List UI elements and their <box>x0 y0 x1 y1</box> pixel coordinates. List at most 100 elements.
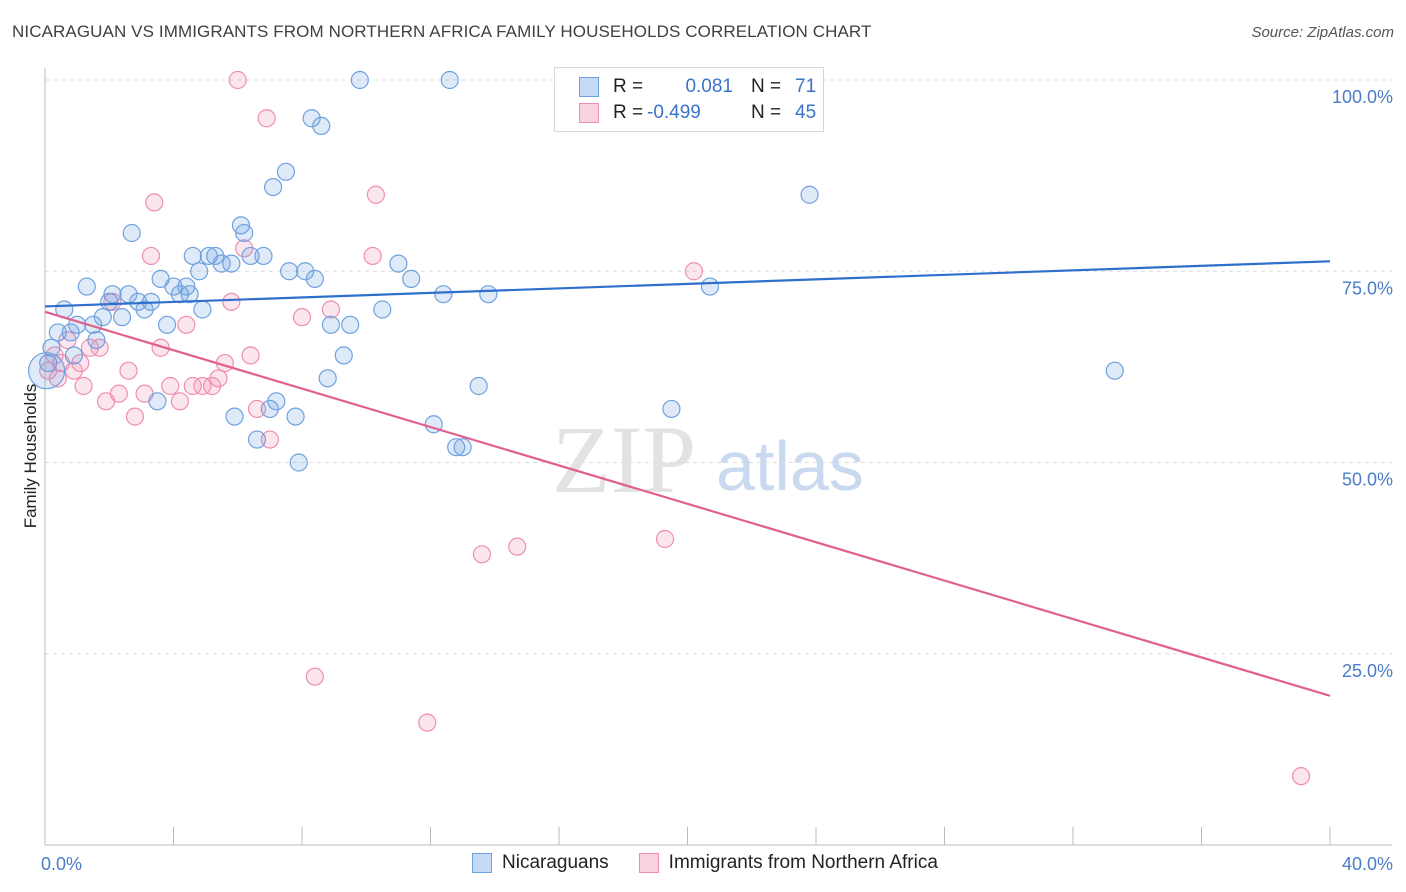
legend-r-value: -0.499 <box>647 102 701 123</box>
data-point-nicaraguans <box>289 453 308 472</box>
data-point-northern-africa <box>177 315 196 334</box>
x-tick-label: 0.0% <box>41 854 82 874</box>
watermark-atlas: atlas <box>716 427 864 505</box>
data-point-nicaraguans <box>112 308 132 327</box>
watermark: ZIP atlas <box>552 406 864 513</box>
data-point-northern-africa <box>418 713 437 732</box>
tick-labels: 100.0% 75.0% 50.0% 25.0% 0.0% 40.0% <box>41 87 1393 874</box>
data-point-northern-africa <box>260 430 279 449</box>
legend-label-nicaraguans: Nicaraguans <box>502 852 609 873</box>
data-point-northern-africa <box>170 392 190 411</box>
legend-swatch-blue <box>579 77 599 97</box>
data-point-nicaraguans <box>296 262 315 281</box>
data-point-nicaraguans <box>103 285 122 304</box>
data-point-nicaraguans <box>302 109 321 128</box>
data-point-nicaraguans <box>87 331 106 350</box>
data-point-northern-africa <box>1291 767 1311 786</box>
trend-lines <box>44 260 1331 697</box>
y-tick-label: 25.0% <box>1342 661 1393 681</box>
data-point-nicaraguans <box>350 70 369 90</box>
data-point-nicaraguans <box>318 369 337 388</box>
data-point-nicaraguans <box>286 407 305 426</box>
data-point-nicaraguans <box>193 300 212 319</box>
data-point-nicaraguans <box>662 399 681 419</box>
data-point-northern-africa <box>472 545 491 564</box>
data-point-nicaraguans <box>305 269 324 288</box>
y-tick-label: 100.0% <box>1332 87 1393 107</box>
data-point-nicaraguans <box>469 376 488 396</box>
legend-n-value: 45 <box>795 102 817 123</box>
trend-line-nicaraguans <box>44 260 1331 308</box>
legend-swatch-northern-africa <box>638 853 659 873</box>
legend-label-northern-africa: Immigrants from Northern Africa <box>668 852 938 873</box>
chart-title: NICARAGUAN VS IMMIGRANTS FROM NORTHERN A… <box>12 22 872 41</box>
data-point-nicaraguans <box>122 223 141 243</box>
data-point-nicaraguans <box>157 315 177 334</box>
legend-n-value: 71 <box>795 76 817 97</box>
data-point-nicaraguans <box>263 178 283 197</box>
data-point-nicaraguans <box>247 430 267 449</box>
data-point-nicaraguans <box>440 70 459 90</box>
legend-n-label: N = <box>751 102 782 123</box>
data-point-nicaraguans <box>48 323 67 342</box>
legend-swatch-pink <box>579 103 599 123</box>
correlation-legend: R = 0.081 N = 71 R = -0.499 N = 45 <box>554 67 824 132</box>
x-tick-label: 40.0% <box>1342 854 1393 874</box>
data-point-northern-africa <box>228 70 247 90</box>
data-point-nicaraguans <box>225 407 244 426</box>
data-point-nicaraguans <box>267 392 286 411</box>
data-point-northern-africa <box>48 369 67 388</box>
data-point-nicaraguans <box>222 254 241 273</box>
data-point-nicaraguans <box>148 392 167 411</box>
data-point-northern-africa <box>145 193 164 212</box>
data-point-nicaraguans <box>39 353 58 373</box>
data-point-northern-africa <box>222 292 241 311</box>
legend-r-value: 0.081 <box>685 76 733 97</box>
data-point-nicaraguans <box>389 254 408 273</box>
y-axis-label: Family Households <box>21 384 40 529</box>
legend-r-label: R = <box>613 76 644 97</box>
data-point-nicaraguans <box>241 246 260 266</box>
data-point-nicaraguans <box>341 315 360 334</box>
legend-row-northern-africa: R = -0.499 N = 45 <box>579 102 816 124</box>
data-point-northern-africa <box>161 376 180 396</box>
data-point-northern-africa <box>193 376 212 396</box>
series-northern-africa-points <box>39 70 1311 786</box>
data-point-nicaraguans <box>93 308 112 327</box>
trend-line-northern-africa <box>44 310 1331 697</box>
data-point-northern-africa <box>74 376 93 396</box>
legend-row-nicaraguans: R = 0.081 N = 71 <box>579 76 816 98</box>
data-point-northern-africa <box>292 308 312 327</box>
data-point-nicaraguans <box>77 277 96 296</box>
data-point-northern-africa <box>209 369 228 388</box>
data-point-nicaraguans <box>479 285 498 304</box>
y-tick-label: 50.0% <box>1342 470 1393 490</box>
source-label: Source: ZipAtlas.com <box>1251 24 1394 41</box>
data-point-northern-africa <box>257 109 276 128</box>
data-point-nicaraguans <box>212 254 231 273</box>
grid-lines <box>45 79 1392 655</box>
data-point-nicaraguans <box>190 262 209 281</box>
data-point-nicaraguans <box>180 285 199 304</box>
data-point-nicaraguans <box>434 285 453 304</box>
data-point-nicaraguans <box>447 438 466 457</box>
y-tick-label: 75.0% <box>1342 278 1393 298</box>
data-point-northern-africa <box>247 399 267 419</box>
data-point-northern-africa <box>684 262 704 281</box>
data-point-nicaraguans <box>28 352 66 390</box>
data-point-northern-africa <box>508 537 527 556</box>
data-point-northern-africa <box>305 667 324 686</box>
data-point-nicaraguans <box>402 269 421 288</box>
data-point-northern-africa <box>241 346 260 365</box>
data-point-nicaraguans <box>453 438 472 457</box>
data-point-nicaraguans <box>183 246 202 266</box>
series-legend: Nicaraguans Immigrants from Northern Afr… <box>472 852 938 874</box>
data-point-nicaraguans <box>276 162 296 181</box>
data-point-nicaraguans <box>321 315 341 334</box>
data-point-nicaraguans <box>280 262 299 281</box>
axes <box>44 68 1392 846</box>
data-point-northern-africa <box>109 384 128 403</box>
data-point-northern-africa <box>125 407 145 426</box>
data-point-nicaraguans <box>64 346 84 365</box>
data-point-nicaraguans <box>254 246 273 266</box>
